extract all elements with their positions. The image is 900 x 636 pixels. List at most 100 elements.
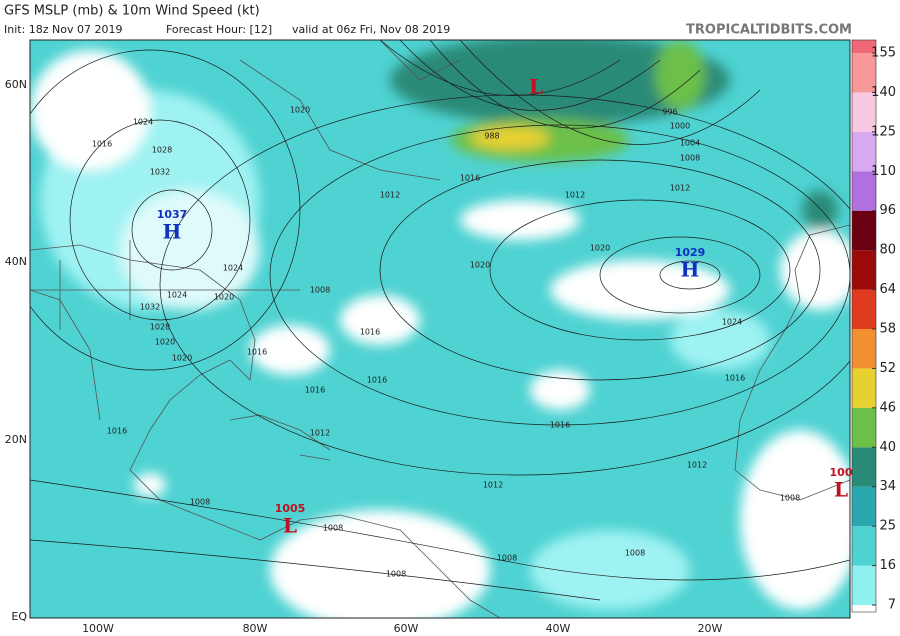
pressure-center: L xyxy=(834,478,848,502)
colorbar-band xyxy=(852,526,876,566)
isobar-label: 1012 xyxy=(310,429,330,438)
colorbar-band xyxy=(852,368,876,408)
isobar-label: 1016 xyxy=(107,427,127,436)
pressure-value: 100 xyxy=(830,466,853,479)
isobar-label: 1028 xyxy=(150,323,170,332)
pressure-value: 1005 xyxy=(275,502,306,515)
isobar-label: 1012 xyxy=(687,461,707,470)
isobar-label: 1024 xyxy=(722,318,742,327)
isobar-label: 1024 xyxy=(223,264,243,273)
isobar-label: 1016 xyxy=(360,328,380,337)
colorbar-label: 110 xyxy=(871,164,896,179)
isobar-label: 996 xyxy=(662,108,677,117)
isobar-label: 1020 xyxy=(470,261,490,270)
colorbar-band xyxy=(852,250,876,290)
map-frame xyxy=(29,39,851,619)
colorbar-band xyxy=(852,53,876,93)
colorbar-band xyxy=(852,407,876,448)
colorbar-label: 80 xyxy=(879,243,896,258)
isobar-label: 1028 xyxy=(152,146,172,155)
isobar-label: 1016 xyxy=(247,348,267,357)
isobar-label: 1012 xyxy=(670,184,690,193)
isobar-label: 1008 xyxy=(497,554,517,563)
isobar-label: 1016 xyxy=(460,174,480,183)
pressure-center: L xyxy=(283,514,297,538)
pressure-value: 1029 xyxy=(675,246,706,259)
wind-shading xyxy=(30,40,850,618)
lon-label: 80W xyxy=(243,622,268,635)
colorbar-label: 34 xyxy=(879,479,896,494)
lon-label: 60W xyxy=(394,622,419,635)
colorbar-label: 140 xyxy=(871,85,896,100)
colorbar-low xyxy=(852,605,876,612)
valid-time: valid at 06z Fri, Nov 08 2019 xyxy=(292,23,450,36)
colorbar-label: 96 xyxy=(879,203,896,218)
isobar-label: 1016 xyxy=(725,374,745,383)
isobar-label: 1008 xyxy=(190,498,210,507)
isobar-label: 1016 xyxy=(92,140,112,149)
colorbar-band xyxy=(852,171,876,211)
isobar-label: 1020 xyxy=(155,338,175,347)
isobar-label: 1008 xyxy=(625,549,645,558)
isobar-label: 1008 xyxy=(323,524,343,533)
lat-label: 20N xyxy=(5,433,27,446)
pressure-value: 1037 xyxy=(157,208,188,221)
pressure-center: L xyxy=(529,75,543,99)
colorbar-band xyxy=(852,289,876,329)
lat-label: 40N xyxy=(5,255,27,268)
colorbar-label: 125 xyxy=(871,124,896,139)
isobar-label: 1020 xyxy=(172,354,192,363)
isobar-label: 1008 xyxy=(310,286,330,295)
isobar-label: 1020 xyxy=(290,106,310,115)
isobar-label: 1008 xyxy=(780,494,800,503)
colorbar-label: 155 xyxy=(871,46,896,61)
isobars xyxy=(30,40,850,601)
colorbar-label: 40 xyxy=(879,440,896,455)
isobar-label: 1016 xyxy=(305,386,325,395)
colorbar-label: 7 xyxy=(888,598,896,613)
colorbar-label: 58 xyxy=(879,322,896,337)
isobar-label: 1012 xyxy=(565,191,585,200)
colorbar-band xyxy=(852,131,876,172)
lon-label: 40W xyxy=(546,622,571,635)
colorbar-label: 46 xyxy=(879,400,896,415)
isobar-label: 1008 xyxy=(680,154,700,163)
isobar-label: 1020 xyxy=(590,244,610,253)
credit: TROPICALTIDBITS.COM xyxy=(686,23,852,38)
isobar-label: 1004 xyxy=(680,139,700,148)
colorbar-band xyxy=(852,329,876,369)
colorbar-label: 16 xyxy=(879,558,896,573)
colorbar-frame xyxy=(851,39,877,613)
isobar-label: 1016 xyxy=(367,376,387,385)
colorbar-band xyxy=(852,210,876,251)
isobar-label: 1024 xyxy=(167,291,187,300)
colorbar-label: 64 xyxy=(879,282,896,297)
init-time: Init: 18z Nov 07 2019 xyxy=(4,23,123,36)
isobar-label: 1012 xyxy=(380,191,400,200)
isobar-label: 1024 xyxy=(133,118,153,127)
lon-label: 20W xyxy=(698,622,723,635)
isobar-label: 1032 xyxy=(140,303,160,312)
isobar-label: 988 xyxy=(484,132,499,141)
isobar-label: 1008 xyxy=(386,570,406,579)
colorbar-band xyxy=(852,40,876,53)
title: GFS MSLP (mb) & 10m Wind Speed (kt) xyxy=(4,4,260,19)
colorbar-band xyxy=(852,447,876,487)
lat-label: 60N xyxy=(5,78,27,91)
colorbar-band xyxy=(852,565,876,605)
colorbar-band xyxy=(852,92,876,132)
coastlines xyxy=(30,40,850,618)
pressure-center: H xyxy=(681,258,700,282)
colorbar-band xyxy=(852,486,876,527)
isobar-label: 1016 xyxy=(550,421,570,430)
pressure-center: H xyxy=(163,220,182,244)
isobar-label: 1032 xyxy=(150,168,170,177)
colorbar-label: 52 xyxy=(879,361,896,376)
isobar-label: 1012 xyxy=(483,481,503,490)
lat-label: EQ xyxy=(11,610,27,623)
colorbar-label: 25 xyxy=(879,519,896,534)
forecast-hour: Forecast Hour: [12] xyxy=(166,23,272,36)
map xyxy=(30,40,850,618)
